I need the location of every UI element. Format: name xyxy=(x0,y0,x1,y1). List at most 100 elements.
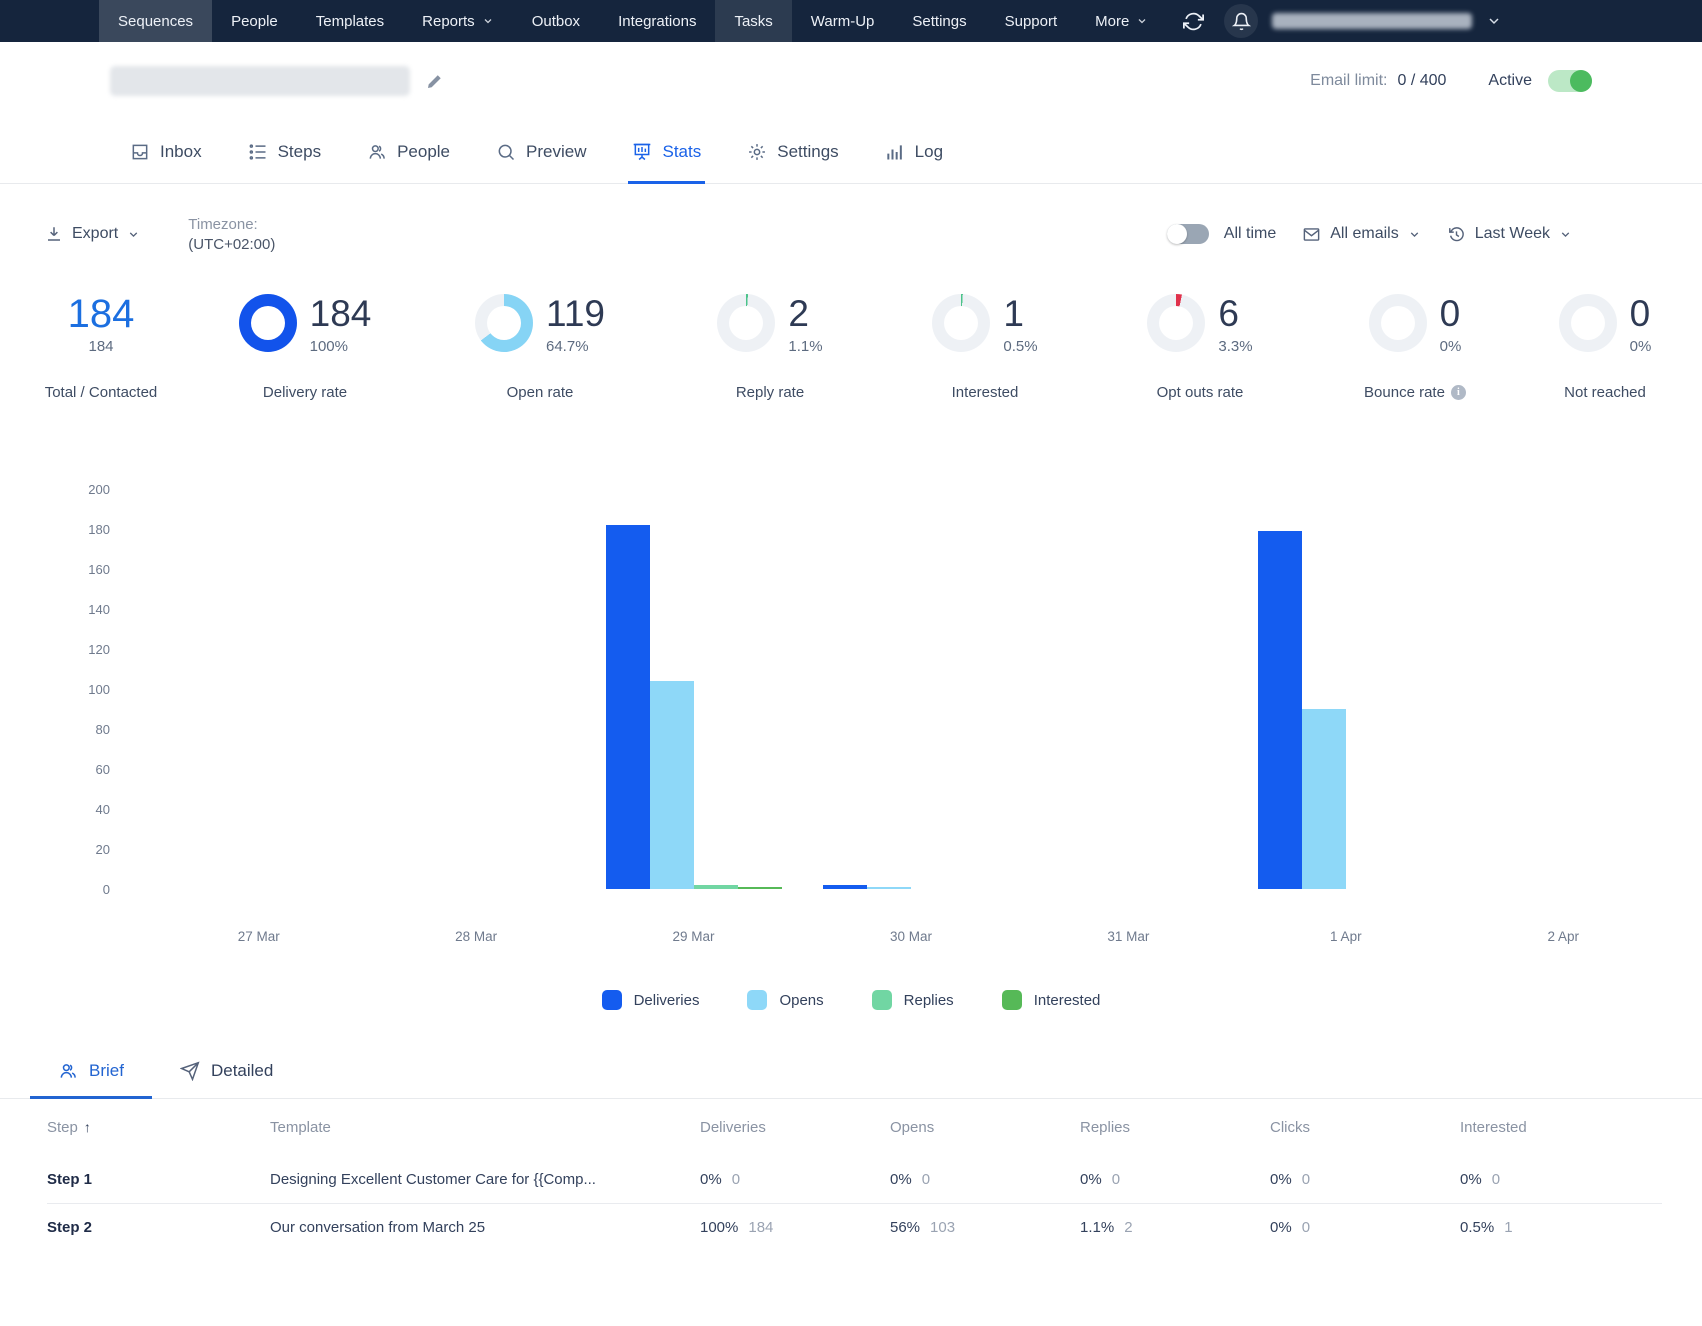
legend-item-interested[interactable]: Interested xyxy=(1002,990,1101,1010)
stat-label-text: Bounce rate xyxy=(1364,384,1445,401)
nav-item-integrations[interactable]: Integrations xyxy=(599,0,715,42)
tab-stats[interactable]: Stats xyxy=(632,120,701,183)
nav-item-reports[interactable]: Reports xyxy=(403,0,513,42)
active-toggle[interactable] xyxy=(1548,70,1592,92)
stat-label: Bounce rate i xyxy=(1364,384,1466,401)
nav-label: Outbox xyxy=(532,13,580,30)
nav-item-people[interactable]: People xyxy=(212,0,297,42)
all-time-toggle[interactable] xyxy=(1167,224,1209,244)
nav-item-tasks[interactable]: Tasks xyxy=(715,0,791,42)
stat-label: Open rate xyxy=(507,384,574,401)
tab-log[interactable]: Log xyxy=(885,120,943,183)
replies-cell: 1.1%2 xyxy=(1080,1219,1270,1236)
people-icon xyxy=(367,142,387,162)
stat-percent: 3.3% xyxy=(1218,338,1252,355)
stats-toolbar: Export Timezone: (UTC+02:00) All time Al… xyxy=(0,208,1702,260)
bar-group-27-mar xyxy=(150,489,367,889)
gear-icon xyxy=(747,142,767,162)
stat-value: 1 xyxy=(1003,294,1037,334)
stat-value: 0 xyxy=(1630,294,1652,334)
chevron-down-icon xyxy=(127,228,140,241)
edit-pencil-icon[interactable] xyxy=(426,73,443,90)
sort-ascending-icon: ↑ xyxy=(84,1119,91,1135)
export-button[interactable]: Export xyxy=(45,225,140,243)
nav-item-settings[interactable]: Settings xyxy=(893,0,985,42)
stat-card-not-reached: 0 0% Not reached xyxy=(1520,294,1690,401)
legend-item-opens[interactable]: Opens xyxy=(747,990,823,1010)
y-tick-label: 60 xyxy=(96,762,110,777)
account-chevron-down-icon[interactable] xyxy=(1486,13,1502,29)
table-row-step-1[interactable]: Step 1 Designing Excellent Customer Care… xyxy=(47,1155,1662,1203)
stats-board-icon xyxy=(632,142,652,162)
nav-item-outbox[interactable]: Outbox xyxy=(513,0,599,42)
download-icon xyxy=(45,225,63,243)
template-cell[interactable]: Our conversation from March 25 xyxy=(270,1219,700,1236)
nav-item-more[interactable]: More xyxy=(1076,0,1167,42)
nav-item-sequences[interactable]: Sequences xyxy=(99,0,212,42)
bar-interested-29-mar[interactable] xyxy=(738,887,782,889)
y-tick-label: 40 xyxy=(96,802,110,817)
opt-outs-donut xyxy=(1147,294,1205,352)
info-icon[interactable]: i xyxy=(1451,385,1466,400)
tab-label: Log xyxy=(915,142,943,162)
stat-percent: 1.1% xyxy=(788,338,822,355)
y-tick-label: 80 xyxy=(96,722,110,737)
steps-stats-table: Step↑ Template Deliveries Opens Replies … xyxy=(0,1099,1702,1251)
tab-inbox[interactable]: Inbox xyxy=(130,120,202,183)
nav-item-warmup[interactable]: Warm-Up xyxy=(792,0,894,42)
x-tick-label: 29 Mar xyxy=(585,929,802,944)
replies-cell: 0%0 xyxy=(1080,1171,1270,1188)
table-row-step-2[interactable]: Step 2 Our conversation from March 25 10… xyxy=(47,1203,1662,1251)
legend-item-replies[interactable]: Replies xyxy=(872,990,954,1010)
tab-people[interactable]: People xyxy=(367,120,450,183)
nav-item-support[interactable]: Support xyxy=(986,0,1077,42)
step-cell: Step 1 xyxy=(47,1171,270,1188)
legend-label: Replies xyxy=(904,992,954,1009)
stat-value: 119 xyxy=(546,294,605,334)
col-header-deliveries[interactable]: Deliveries xyxy=(700,1119,890,1136)
opens-cell: 56%103 xyxy=(890,1219,1080,1236)
legend-item-deliveries[interactable]: Deliveries xyxy=(602,990,700,1010)
tab-preview[interactable]: Preview xyxy=(496,120,586,183)
bar-opens-30-mar[interactable] xyxy=(867,887,911,889)
date-range-dropdown[interactable]: Last Week xyxy=(1447,225,1572,244)
tab-steps[interactable]: Steps xyxy=(248,120,321,183)
stat-label: Opt outs rate xyxy=(1157,384,1244,401)
bell-icon xyxy=(1232,12,1251,31)
template-cell[interactable]: Designing Excellent Customer Care for {{… xyxy=(270,1171,700,1188)
nav-item-templates[interactable]: Templates xyxy=(297,0,403,42)
col-header-clicks[interactable]: Clicks xyxy=(1270,1119,1460,1136)
bar-deliveries-30-mar[interactable] xyxy=(823,885,867,889)
bar-deliveries-1-apr[interactable] xyxy=(1258,531,1302,889)
tab-brief[interactable]: Brief xyxy=(30,1046,152,1098)
y-tick-label: 160 xyxy=(88,562,110,577)
timezone-info: Timezone: (UTC+02:00) xyxy=(188,216,275,253)
step-cell: Step 2 xyxy=(47,1219,270,1236)
bar-replies-29-mar[interactable] xyxy=(694,885,738,889)
emails-filter-dropdown[interactable]: All emails xyxy=(1302,225,1420,244)
clicks-cell: 0%0 xyxy=(1270,1171,1460,1188)
stat-percent: 0% xyxy=(1440,338,1462,355)
legend-label: Deliveries xyxy=(634,992,700,1009)
email-limit-label: Email limit: xyxy=(1310,72,1387,90)
notifications-button[interactable] xyxy=(1224,4,1258,38)
bar-deliveries-29-mar[interactable] xyxy=(606,525,650,889)
stat-value: 184 xyxy=(310,294,372,334)
bar-opens-1-apr[interactable] xyxy=(1302,709,1346,889)
col-header-template[interactable]: Template xyxy=(270,1119,700,1136)
y-tick-label: 120 xyxy=(88,642,110,657)
chart-x-axis: 27 Mar28 Mar29 Mar30 Mar31 Mar1 Apr2 Apr xyxy=(150,929,1672,944)
tab-detailed[interactable]: Detailed xyxy=(152,1046,301,1098)
tab-settings[interactable]: Settings xyxy=(747,120,838,183)
timezone-label: Timezone: xyxy=(188,216,275,233)
bar-group-31-mar xyxy=(1020,489,1237,889)
col-header-step[interactable]: Step↑ xyxy=(47,1119,270,1136)
col-header-replies[interactable]: Replies xyxy=(1080,1119,1270,1136)
bar-opens-29-mar[interactable] xyxy=(650,681,694,889)
sequence-tabs: Inbox Steps People Preview Stats Setting… xyxy=(0,120,1702,184)
refresh-button[interactable] xyxy=(1176,4,1210,38)
col-header-interested[interactable]: Interested xyxy=(1460,1119,1662,1136)
interested-cell: 0%0 xyxy=(1460,1171,1662,1188)
nav-label: Templates xyxy=(316,13,384,30)
col-header-opens[interactable]: Opens xyxy=(890,1119,1080,1136)
